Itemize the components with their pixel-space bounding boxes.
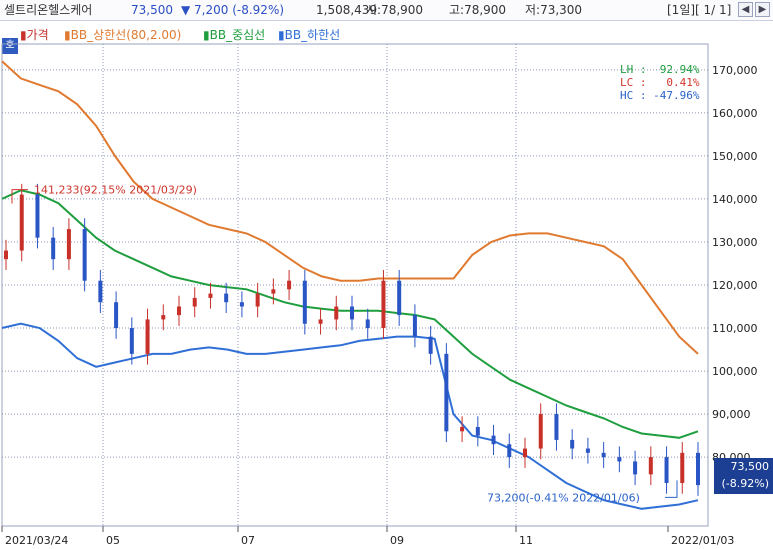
price-candle: [428, 336, 433, 354]
low-price: 저:73,300: [525, 3, 583, 17]
price-candle: [145, 319, 150, 354]
price-candle: [177, 306, 181, 316]
price-candle: [82, 229, 87, 281]
price-candle: [491, 435, 496, 445]
price-candle: [617, 457, 622, 462]
x-tick-label: 09: [390, 534, 404, 547]
stock-header-bar: 셀트리온헬스케어 73,500 ▼ 7,200 (-8.92%) 1,508,4…: [0, 0, 773, 21]
price-candle: [66, 229, 71, 260]
current-price: 73,500: [131, 3, 173, 17]
legend-item-lower-band[interactable]: ▮BB_하한선: [278, 28, 341, 42]
price-candle: [161, 315, 166, 320]
price-candle: [4, 250, 8, 260]
price-candle: [585, 448, 590, 453]
price-candle: [601, 452, 606, 458]
low-marker-line: [665, 480, 678, 498]
price-candle: [224, 293, 229, 303]
low-annotation: 73,200(-0.41% 2022/01/06): [487, 491, 640, 504]
x-tick-label: 2022/01/03: [671, 534, 734, 547]
legend-label-upper-band: BB_상한선(80,2.00): [70, 28, 182, 42]
price-candle: [98, 280, 103, 303]
lower-band-line: [1, 322, 699, 510]
price-candle: [381, 280, 386, 329]
price-candle: [35, 194, 40, 238]
y-tick-label: 130,000: [712, 236, 758, 249]
y-tick-label: 170,000: [712, 64, 758, 77]
legend-label-middle-band: BB_중심선: [209, 28, 266, 42]
stat-lc: LC : 0.41%: [620, 76, 700, 89]
legend-label-lower-band: BB_하한선: [284, 28, 341, 42]
legend-item-middle-band[interactable]: ▮BB_중심선: [203, 28, 266, 42]
price-candle: [255, 293, 260, 307]
stock-name[interactable]: 셀트리온헬스케어: [4, 3, 93, 17]
price-candle: [129, 328, 134, 354]
legend-item-upper-band[interactable]: ▮BB_상한선(80,2.00): [64, 28, 182, 42]
stat-lh: LH : 92.94%: [620, 63, 700, 76]
y-tick-label: 150,000: [712, 150, 758, 163]
period-indicator[interactable]: [1일][ 1/ 1]: [667, 3, 732, 17]
last-price-box: 73,500 (-8.92%): [714, 458, 773, 494]
price-candle: [475, 427, 480, 436]
y-tick-label: 90,000: [712, 408, 751, 421]
high-marker-line: [11, 189, 28, 204]
legend-item-price[interactable]: ▮가격: [20, 28, 49, 42]
high-price: 고:78,900: [449, 3, 507, 17]
y-tick-label: 160,000: [712, 107, 758, 120]
price-candle: [350, 306, 354, 320]
price-candle: [412, 315, 417, 337]
price-candle: [208, 293, 213, 298]
volume-value: 1,508,439: [316, 3, 378, 17]
quote-tag[interactable]: 호: [2, 38, 18, 54]
last-price-change: (-8.92%): [721, 477, 770, 490]
price-candle: [444, 353, 449, 432]
x-tick-label: 05: [106, 534, 120, 547]
legend-label-price: 가격: [26, 28, 49, 42]
stat-hc: HC : -47.96%: [620, 89, 700, 102]
price-change: ▼ 7,200 (-8.92%): [181, 3, 285, 17]
upper-band-line: [1, 60, 699, 355]
open-price: 시:78,900: [366, 3, 424, 17]
x-tick-label: 11: [519, 534, 533, 547]
price-candle: [664, 457, 669, 483]
price-candle: [554, 414, 559, 440]
price-candle: [570, 439, 575, 449]
x-tick-label: 2021/03/24: [5, 534, 68, 547]
price-candle: [696, 452, 700, 486]
price-candle: [365, 319, 370, 329]
price-candle: [397, 280, 402, 316]
y-tick-label: 110,000: [712, 322, 758, 335]
price-candle: [523, 448, 527, 458]
price-candle: [334, 306, 339, 320]
price-candle: [19, 194, 24, 251]
price-candle: [633, 461, 638, 475]
last-price-value: 73,500: [730, 460, 770, 473]
price-candle: [51, 237, 56, 260]
price-candle: [192, 297, 197, 307]
price-candle: [271, 289, 276, 294]
price-candle: [302, 280, 307, 324]
price-candle: [648, 457, 653, 475]
price-candle: [239, 302, 244, 307]
price-candle: [318, 319, 323, 324]
price-candle: [538, 414, 543, 449]
price-candle: [114, 302, 119, 329]
price-candle: [507, 444, 512, 458]
chevron-left-icon[interactable]: ◀: [738, 2, 753, 17]
chevron-right-icon[interactable]: ▶: [755, 2, 770, 17]
y-tick-label: 140,000: [712, 193, 758, 206]
y-tick-label: 100,000: [712, 365, 758, 378]
x-tick-label: 07: [241, 534, 255, 547]
price-candle: [460, 427, 465, 432]
price-candle: [287, 280, 292, 290]
price-candle: [680, 452, 685, 483]
y-tick-label: 120,000: [712, 279, 758, 292]
high-annotation: 141,233(92.15% 2021/03/29): [34, 184, 197, 197]
